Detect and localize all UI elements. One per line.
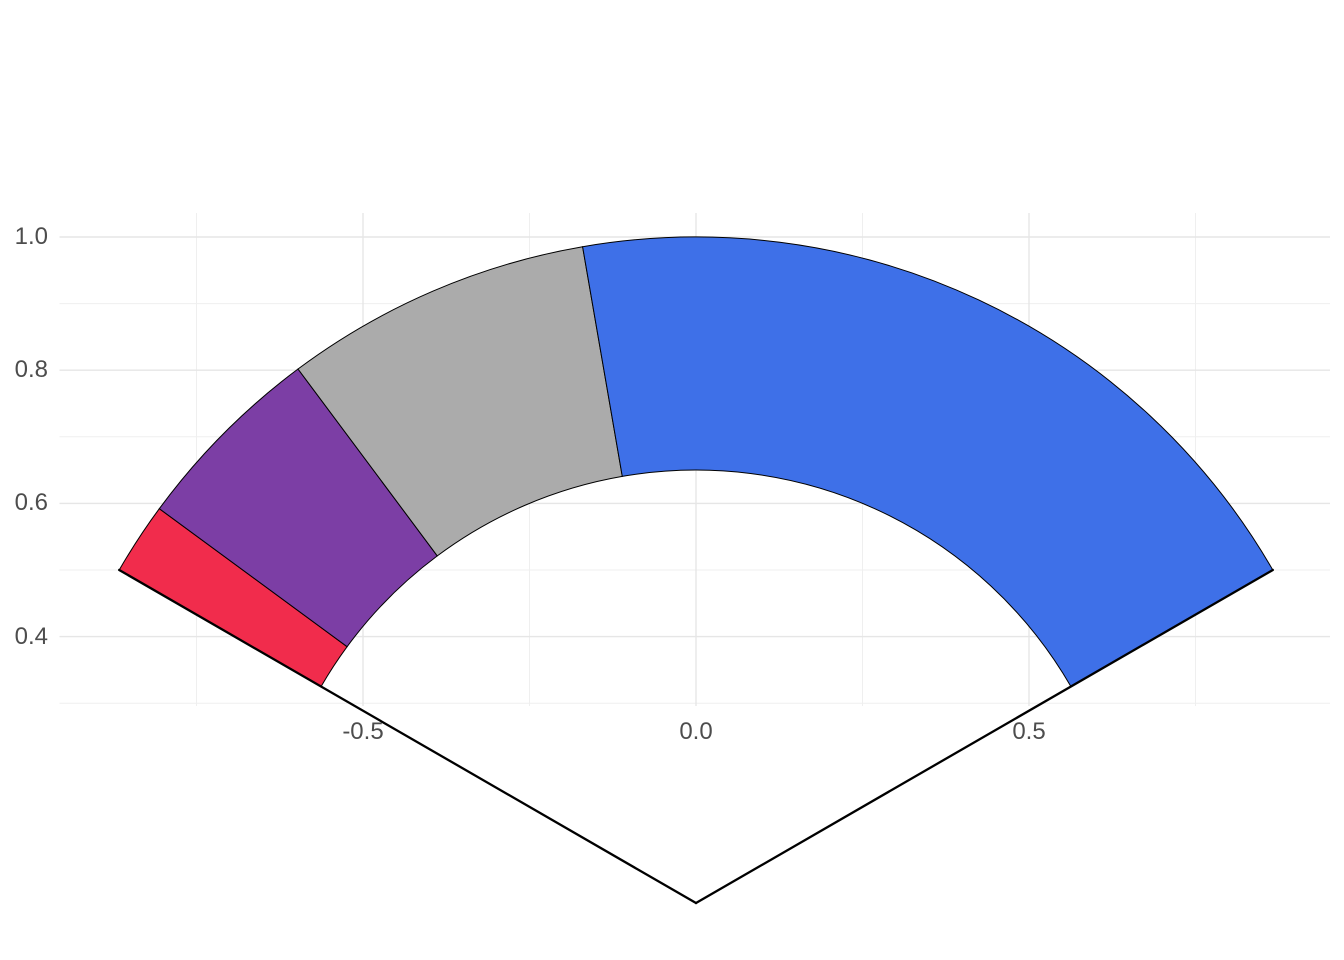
y-tick-label: 0.6	[14, 489, 48, 517]
x-tick-label: -0.5	[342, 718, 384, 745]
y-tick-label: 0.8	[14, 356, 48, 384]
x-tick-label: 0.5	[1012, 718, 1046, 745]
y-tick-label: 1.0	[14, 223, 48, 250]
y-tick-label: 0.4	[14, 622, 48, 650]
right-spoke-line	[694, 568, 1274, 905]
radial-spoke-lines	[118, 568, 1274, 905]
segment-blue	[582, 236, 1274, 688]
left-spoke-line	[118, 568, 698, 905]
gauge-segments	[118, 236, 1274, 688]
x-tick-label: 0.0	[679, 718, 713, 745]
segment-gray	[297, 246, 623, 557]
